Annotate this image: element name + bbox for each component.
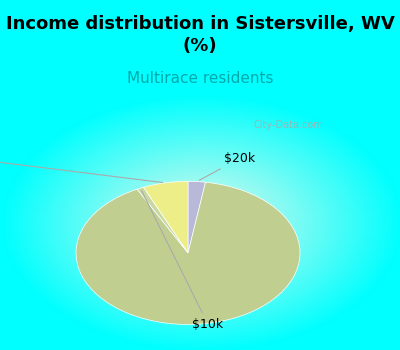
Text: $10k: $10k bbox=[142, 191, 224, 331]
Text: $20k: $20k bbox=[199, 152, 256, 180]
Wedge shape bbox=[137, 187, 188, 253]
Wedge shape bbox=[144, 181, 188, 253]
Text: City-Data.com: City-Data.com bbox=[253, 120, 323, 130]
Wedge shape bbox=[76, 182, 300, 324]
Text: Multirace residents: Multirace residents bbox=[127, 71, 273, 86]
Text: Income distribution in Sistersville, WV
(%): Income distribution in Sistersville, WV … bbox=[6, 15, 394, 55]
Wedge shape bbox=[188, 181, 206, 253]
Text: $40k: $40k bbox=[0, 152, 162, 182]
